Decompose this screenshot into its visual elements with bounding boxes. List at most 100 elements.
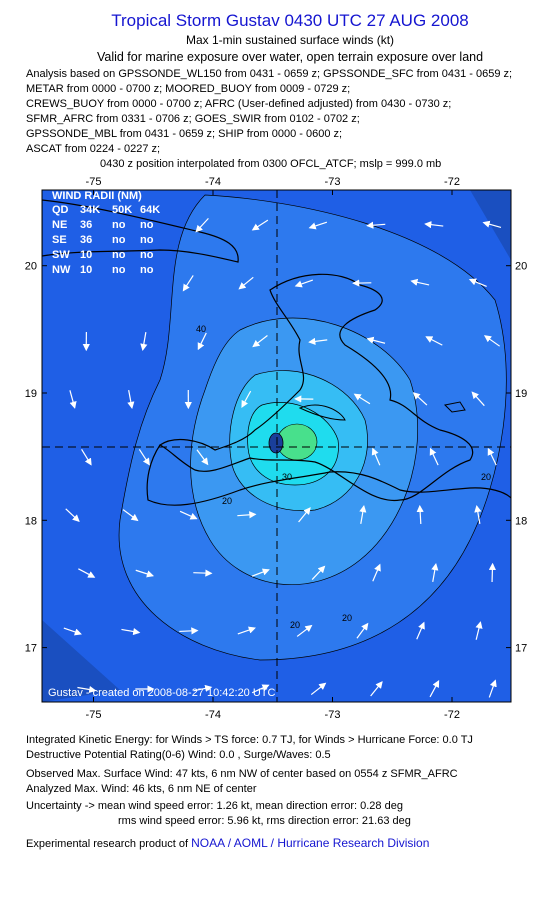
wind-arrow bbox=[366, 221, 386, 229]
wind-arrow bbox=[78, 568, 96, 578]
wind-arrow bbox=[483, 335, 501, 347]
wind-arrow bbox=[410, 278, 430, 286]
radii-cell: no bbox=[112, 264, 126, 276]
footer-credit: Experimental research product of NOAA / … bbox=[26, 836, 429, 850]
wind-arrow bbox=[179, 627, 199, 635]
wind-arrow bbox=[298, 507, 311, 523]
wind-arrow bbox=[359, 504, 367, 524]
credit-org[interactable]: NOAA / AOML / Hurricane Research Divisio… bbox=[191, 836, 429, 850]
lon-label: -74 bbox=[205, 176, 221, 188]
title: Tropical Storm Gustav 0430 UTC 27 AUG 20… bbox=[111, 11, 468, 30]
wind-arrow bbox=[140, 332, 148, 352]
credit: Gustav - created on 2008-08-27 10:42:20 … bbox=[48, 687, 276, 699]
wind-radii-table: WIND RADII (NM) QD 34K 50K 64K NE 36 no no SE 36 n… bbox=[52, 190, 160, 276]
radii-cell: no bbox=[140, 234, 154, 246]
radii-cell: 36 bbox=[80, 219, 92, 231]
contour-label: 20 bbox=[222, 496, 232, 506]
footer-line: rms wind speed error: 5.96 kt, rms direc… bbox=[118, 815, 411, 827]
radii-cell: 10 bbox=[80, 264, 92, 276]
wind-arrows bbox=[63, 217, 502, 698]
radii-cell: SE bbox=[52, 234, 67, 246]
wind-arrow bbox=[468, 278, 487, 287]
lat-label: 19 bbox=[25, 388, 37, 400]
wind-arrow bbox=[63, 627, 82, 636]
footer-line: Uncertainty -> mean wind speed error: 1.… bbox=[26, 800, 403, 812]
wind-arrow bbox=[251, 568, 270, 577]
wind-arrow bbox=[237, 626, 256, 635]
radii-cell: 10 bbox=[80, 249, 92, 261]
wind-arrow bbox=[308, 337, 328, 345]
wind-arrow bbox=[488, 679, 497, 698]
lon-label: -74 bbox=[205, 709, 221, 721]
wind-arrow bbox=[77, 685, 97, 694]
position-note: 0430 z position interpolated from 0300 O… bbox=[100, 158, 441, 170]
wind-arrow bbox=[121, 627, 141, 636]
lat-label: 17 bbox=[515, 643, 527, 655]
wind-arrow bbox=[482, 220, 502, 228]
radii-title: WIND RADII (NM) bbox=[52, 190, 142, 202]
coastline-south bbox=[146, 444, 511, 506]
lon-label: -73 bbox=[325, 709, 341, 721]
radii-cell: no bbox=[140, 264, 154, 276]
wind-arrow bbox=[252, 335, 268, 348]
radii-cell: no bbox=[112, 234, 126, 246]
coastline-hispaniola bbox=[158, 273, 474, 502]
wind-arrow bbox=[416, 504, 424, 525]
contour-label: 20 bbox=[290, 620, 300, 630]
radii-cell: 34K bbox=[80, 204, 100, 216]
radii-cell: SW bbox=[52, 249, 70, 261]
credit-prefix: Experimental research product of bbox=[26, 838, 189, 850]
radii-cell: 50K bbox=[112, 204, 132, 216]
lat-label: 17 bbox=[25, 643, 37, 655]
wind-arrow bbox=[429, 447, 439, 466]
radii-cell: QD bbox=[52, 204, 69, 216]
wind-arrow bbox=[356, 622, 369, 639]
radii-cell: NE bbox=[52, 219, 67, 231]
lat-label: 18 bbox=[515, 515, 527, 527]
radii-cell: no bbox=[112, 219, 126, 231]
footer-line: Integrated Kinetic Energy: for Winds > T… bbox=[26, 734, 473, 746]
lon-label: -72 bbox=[444, 176, 460, 188]
contour-label: 30 bbox=[282, 472, 292, 482]
contour-label: 20 bbox=[342, 613, 352, 623]
valid-line: Valid for marine exposure over water, op… bbox=[97, 50, 483, 64]
wind-arrow bbox=[353, 393, 371, 405]
wind-arrow bbox=[251, 219, 269, 231]
wind-arrow bbox=[471, 391, 485, 407]
wind-arrow bbox=[237, 511, 257, 519]
wind-arrow bbox=[122, 509, 139, 522]
lat-label: 19 bbox=[515, 388, 527, 400]
wind-arrow bbox=[69, 390, 77, 409]
wind-arrow bbox=[193, 684, 213, 692]
map-frame bbox=[41, 189, 512, 703]
wind-arrow bbox=[370, 681, 383, 697]
footer-line: Observed Max. Surface Wind: 47 kts, 6 nm… bbox=[26, 768, 458, 780]
wind-arrow bbox=[65, 508, 80, 522]
radii-cell: NW bbox=[52, 264, 71, 276]
wind-arrow bbox=[424, 221, 444, 229]
wind-arrow bbox=[371, 447, 381, 466]
coastline-islands bbox=[298, 401, 466, 421]
wind-arrow bbox=[238, 276, 254, 290]
lat-label: 20 bbox=[515, 261, 527, 273]
lon-label: -72 bbox=[444, 709, 460, 721]
wind-arrow bbox=[81, 449, 92, 466]
wind-arrow bbox=[311, 565, 326, 580]
wind-arrow bbox=[127, 390, 135, 410]
wind-arrow bbox=[251, 684, 270, 694]
wind-arrow bbox=[195, 217, 209, 233]
wind-arrow bbox=[197, 332, 207, 351]
wind-arrow bbox=[425, 336, 443, 346]
lat-label: 18 bbox=[25, 515, 37, 527]
wind-arrow bbox=[416, 621, 425, 640]
center-low bbox=[268, 432, 284, 454]
subtitle: Max 1-min sustained surface winds (kt) bbox=[186, 33, 394, 47]
wind-arrow bbox=[431, 562, 439, 582]
map: 40 30 20 20 20 20 WIND RADII (NM) QD 34K 5… bbox=[42, 190, 511, 702]
wind-arrow bbox=[308, 221, 328, 230]
contour-label: 40 bbox=[196, 324, 206, 334]
analysis-line: METAR from 0000 - 0700 z; MOORED_BUOY fr… bbox=[26, 83, 350, 95]
lat-label: 20 bbox=[25, 261, 37, 273]
wind-arrow bbox=[366, 336, 386, 344]
